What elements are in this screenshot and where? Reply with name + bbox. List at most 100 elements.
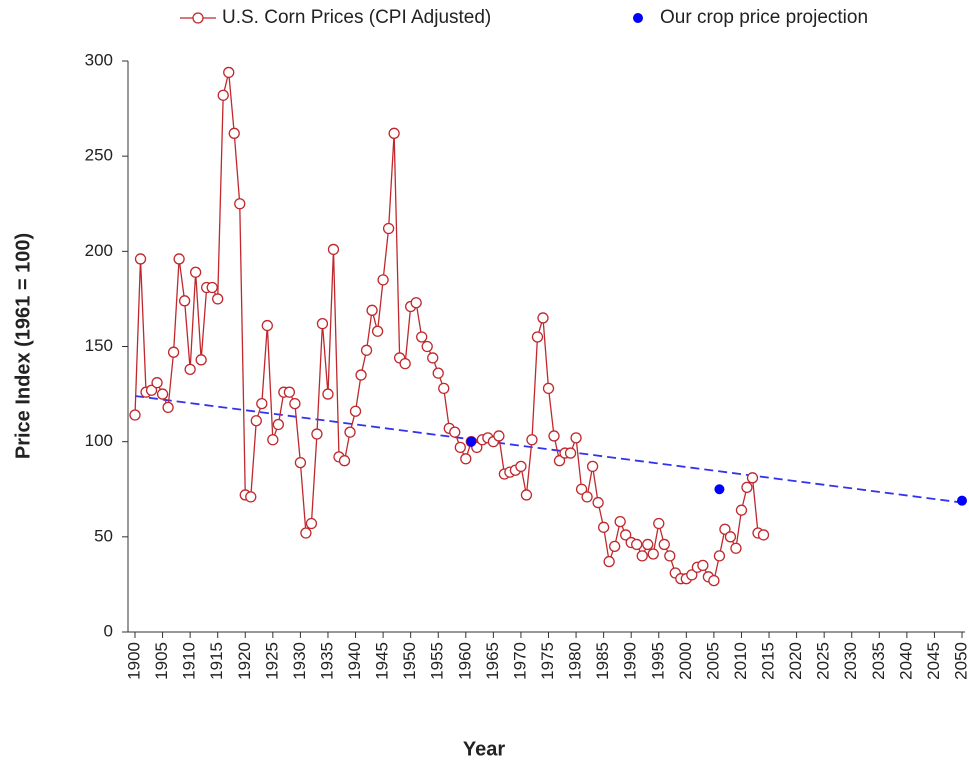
x-tick-label: 1955	[428, 642, 447, 680]
point	[416, 331, 428, 343]
point	[162, 401, 174, 414]
point	[156, 388, 169, 400]
point	[178, 295, 191, 307]
x-tick-label: 1950	[400, 642, 419, 680]
x-tick-label: 1960	[455, 642, 474, 680]
point	[614, 515, 626, 528]
point	[724, 531, 737, 543]
point	[449, 426, 461, 438]
point	[620, 529, 632, 541]
x-tick-label: 1980	[566, 642, 585, 680]
point	[636, 550, 648, 562]
point	[642, 538, 654, 551]
point	[349, 405, 362, 417]
x-tick-label: 1910	[180, 642, 199, 680]
point	[746, 472, 759, 484]
x-tick-label: 2035	[869, 642, 888, 680]
point	[129, 409, 141, 421]
point	[730, 542, 742, 554]
point	[603, 555, 615, 568]
point	[316, 318, 329, 330]
x-tick-label: 1940	[345, 642, 364, 680]
x-tick-label: 2025	[814, 642, 833, 680]
point	[438, 382, 450, 395]
point	[653, 517, 665, 530]
x-tick-label: 2005	[703, 642, 722, 680]
point	[305, 517, 318, 530]
x-tick-label: 2020	[786, 642, 805, 680]
point	[184, 363, 196, 375]
legend-marker	[192, 12, 204, 24]
point	[338, 455, 351, 467]
x-tick-label: 1995	[648, 642, 667, 680]
legend-marker	[633, 13, 643, 23]
x-tick-label: 1920	[235, 642, 254, 680]
point	[377, 274, 389, 286]
x-tick-label: 2015	[759, 642, 778, 680]
point	[741, 481, 753, 493]
point	[217, 89, 229, 101]
x-axis-label: Year	[463, 738, 505, 760]
point	[206, 281, 218, 294]
point	[697, 559, 709, 572]
y-axis-label: Price Index (1961 = 100)	[12, 233, 34, 459]
point	[366, 304, 378, 316]
y-tick-label: 100	[85, 431, 113, 450]
point	[355, 369, 367, 381]
point	[410, 297, 422, 309]
point	[256, 397, 268, 410]
point	[360, 344, 373, 356]
point	[581, 491, 593, 503]
y-tick-label: 0	[104, 621, 113, 640]
point	[586, 460, 599, 473]
point	[708, 574, 720, 587]
trend-line	[134, 395, 963, 504]
legend-label: Our crop price projection	[660, 7, 868, 28]
point	[564, 447, 577, 459]
point	[283, 386, 296, 398]
point	[460, 453, 472, 465]
point	[300, 527, 312, 539]
point	[719, 523, 731, 535]
point	[134, 253, 147, 265]
point	[575, 483, 588, 495]
y-tick-label: 300	[85, 50, 113, 69]
legend-label: U.S. Corn Prices (CPI Adjusted)	[222, 7, 491, 28]
point	[223, 66, 235, 79]
y-tick-label: 250	[85, 146, 113, 165]
point	[714, 484, 725, 495]
point	[272, 418, 284, 431]
point	[537, 312, 549, 324]
point	[542, 382, 555, 395]
point	[515, 460, 527, 473]
x-tick-label: 2040	[896, 642, 915, 680]
x-tick-label: 1945	[373, 642, 392, 680]
point	[597, 521, 610, 533]
x-tick-label: 1925	[262, 642, 281, 680]
point	[151, 377, 163, 389]
x-tick-label: 2030	[841, 642, 860, 680]
point	[327, 243, 340, 256]
point	[267, 434, 279, 446]
x-tick-label: 1970	[510, 642, 529, 680]
point	[173, 253, 185, 265]
x-tick-label: 1935	[317, 642, 336, 680]
point	[261, 319, 273, 332]
point	[189, 266, 202, 278]
point	[432, 367, 444, 379]
point	[609, 540, 621, 552]
x-tick-label: 1965	[483, 642, 502, 680]
point	[212, 293, 224, 305]
point	[957, 495, 967, 506]
point	[388, 127, 400, 139]
x-tick-label: 1930	[290, 642, 309, 680]
point	[757, 529, 770, 541]
point	[245, 491, 257, 503]
x-tick-label: 2050	[951, 642, 969, 680]
point	[735, 504, 748, 516]
point	[548, 430, 560, 442]
x-tick-label: 2000	[676, 642, 695, 680]
point	[526, 434, 538, 446]
point	[145, 384, 158, 396]
